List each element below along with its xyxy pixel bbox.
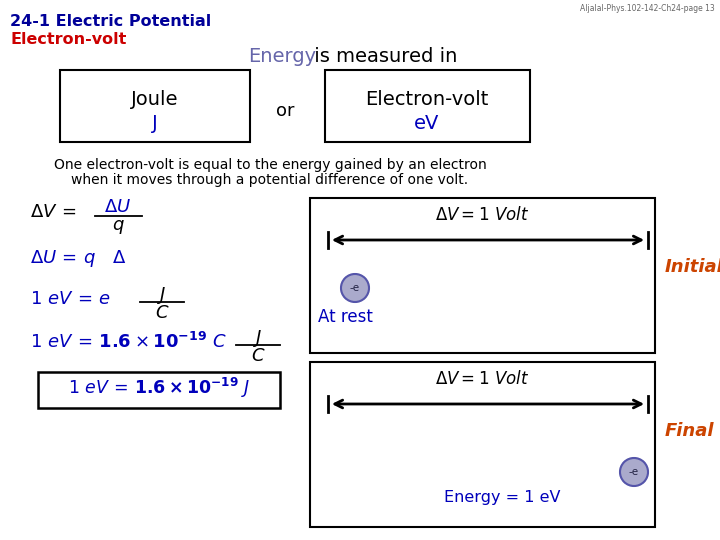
Circle shape <box>620 458 648 486</box>
Text: $\Delta V = 1\ Volt$: $\Delta V = 1\ Volt$ <box>436 370 530 388</box>
Text: Electron-volt: Electron-volt <box>10 32 127 47</box>
Text: One electron-volt is equal to the energy gained by an electron: One electron-volt is equal to the energy… <box>53 158 487 172</box>
Text: J: J <box>152 114 158 133</box>
Text: eV: eV <box>414 114 440 133</box>
Text: At rest: At rest <box>318 308 373 326</box>
Text: $J$: $J$ <box>157 285 167 306</box>
Text: Joule: Joule <box>131 90 179 109</box>
Text: $q$: $q$ <box>112 218 125 236</box>
Circle shape <box>341 274 369 302</box>
Bar <box>60 70 250 142</box>
Bar <box>310 198 655 353</box>
Text: -e: -e <box>629 467 639 477</box>
Text: when it moves through a potential difference of one volt.: when it moves through a potential differ… <box>71 173 469 187</box>
Text: -e: -e <box>350 283 360 293</box>
Bar <box>38 372 280 408</box>
Text: Energy: Energy <box>248 47 316 66</box>
Text: Energy = 1 eV: Energy = 1 eV <box>444 490 561 505</box>
Text: $\Delta U$: $\Delta U$ <box>104 198 132 216</box>
Text: $1\ eV\,=\,\mathbf{1.6\times10^{-19}}\ J$: $1\ eV\,=\,\mathbf{1.6\times10^{-19}}\ J… <box>68 376 251 400</box>
Text: $J$: $J$ <box>253 328 263 349</box>
Text: 24-1 Electric Potential: 24-1 Electric Potential <box>10 14 211 29</box>
Text: $\Delta V\,=\,$: $\Delta V\,=\,$ <box>30 203 76 221</box>
Text: $C$: $C$ <box>155 304 169 322</box>
Text: $\Delta U\,=\,q\quad\Delta$: $\Delta U\,=\,q\quad\Delta$ <box>30 248 127 269</box>
Text: Electron-volt: Electron-volt <box>365 90 489 109</box>
Text: Initial: Initial <box>665 258 720 276</box>
Bar <box>310 362 655 527</box>
Text: $1\ eV\,=\,\mathbf{1.6}\times\mathbf{10^{-19}}\ C\;\;$: $1\ eV\,=\,\mathbf{1.6}\times\mathbf{10^… <box>30 332 227 352</box>
Text: or: or <box>276 102 294 120</box>
Bar <box>325 70 530 142</box>
Text: is measured in: is measured in <box>308 47 457 66</box>
Text: $1\ eV\,=\,e\;\;$: $1\ eV\,=\,e\;\;$ <box>30 290 111 308</box>
Text: Aljalal-Phys.102-142-Ch24-page 13: Aljalal-Phys.102-142-Ch24-page 13 <box>580 4 715 13</box>
Text: Final: Final <box>665 422 714 440</box>
Text: $\Delta V = 1\ Volt$: $\Delta V = 1\ Volt$ <box>436 206 530 224</box>
Text: $C$: $C$ <box>251 347 265 365</box>
